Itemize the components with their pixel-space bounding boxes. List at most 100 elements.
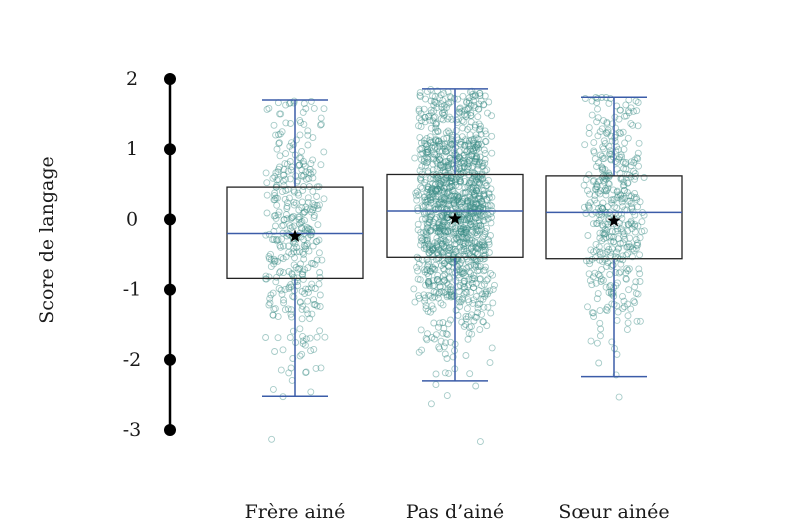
- data-point: [616, 153, 624, 161]
- data-point: [609, 196, 617, 204]
- data-point: [474, 105, 482, 113]
- data-point: [469, 186, 477, 194]
- data-point: [482, 205, 490, 213]
- data-point: [268, 435, 276, 443]
- data-point: [462, 113, 470, 120]
- data-point: [290, 201, 298, 209]
- data-point: [615, 155, 623, 163]
- data-point: [439, 319, 447, 326]
- data-point: [437, 230, 444, 238]
- data-point: [305, 169, 313, 176]
- data-point: [302, 203, 310, 211]
- data-point: [309, 156, 317, 164]
- data-point: [456, 268, 464, 276]
- data-point: [288, 214, 296, 222]
- data-point: [595, 271, 602, 279]
- data-point: [436, 213, 444, 220]
- data-point: [433, 275, 441, 283]
- data-point: [635, 162, 642, 170]
- data-point: [488, 132, 496, 140]
- data-point: [269, 311, 277, 319]
- data-point: [636, 234, 644, 242]
- data-point: [270, 227, 278, 235]
- data-point: [465, 160, 473, 168]
- data-point: [449, 196, 457, 204]
- data-point: [458, 164, 466, 172]
- data-point: [434, 271, 442, 279]
- data-point: [273, 194, 281, 202]
- y-ticks: 210-1-2-3: [123, 68, 176, 441]
- data-point: [279, 269, 287, 277]
- data-point: [484, 275, 492, 283]
- data-point: [488, 344, 496, 352]
- data-point: [456, 260, 463, 268]
- data-point: [446, 179, 454, 187]
- data-point: [452, 227, 460, 235]
- data-point: [300, 160, 308, 168]
- data-point: [617, 225, 625, 233]
- data-point: [424, 146, 432, 154]
- data-point: [420, 105, 428, 113]
- data-point: [300, 242, 308, 249]
- data-point: [417, 156, 425, 163]
- data-point: [612, 253, 620, 261]
- data-point: [631, 189, 639, 197]
- data-point: [438, 248, 446, 256]
- data-point: [465, 268, 473, 276]
- data-point: [450, 255, 457, 263]
- data-point: [464, 335, 472, 343]
- data-point: [476, 262, 484, 270]
- data-point: [470, 284, 478, 292]
- data-point: [596, 234, 604, 242]
- data-point: [427, 187, 435, 194]
- data-point: [422, 215, 430, 223]
- data-point: [296, 298, 304, 306]
- data-point: [487, 219, 495, 227]
- data-point: [417, 183, 425, 191]
- data-point: [474, 309, 482, 316]
- data-point: [591, 196, 599, 204]
- data-point: [431, 143, 439, 151]
- data-point: [290, 248, 298, 256]
- data-point: [288, 271, 296, 278]
- data-point: [603, 130, 611, 138]
- data-point: [438, 249, 446, 257]
- data-point: [426, 216, 434, 224]
- data-point: [421, 236, 429, 244]
- data-point: [290, 244, 298, 252]
- data-point: [421, 118, 429, 126]
- data-point: [460, 111, 468, 118]
- data-point: [481, 230, 489, 238]
- data-point: [626, 197, 634, 205]
- data-point: [437, 181, 445, 189]
- data-point: [286, 334, 294, 341]
- data-point: [449, 187, 457, 195]
- data-point: [420, 155, 428, 163]
- data-point: [474, 161, 482, 169]
- data-point: [267, 291, 275, 299]
- data-point: [440, 135, 448, 143]
- data-point: [431, 98, 439, 106]
- data-point: [608, 245, 616, 253]
- data-point: [440, 184, 448, 192]
- data-point: [292, 172, 300, 180]
- data-point: [302, 285, 310, 293]
- data-point: [444, 115, 452, 123]
- data-point: [603, 187, 611, 194]
- data-point: [472, 244, 480, 252]
- data-point: [605, 171, 613, 179]
- data-point: [588, 111, 596, 119]
- data-point: [485, 98, 493, 106]
- data-point: [465, 171, 473, 179]
- data-point: [456, 282, 464, 289]
- data-point: [456, 165, 463, 173]
- data-point: [467, 261, 475, 269]
- data-point: [452, 193, 460, 201]
- data-point: [432, 137, 440, 145]
- data-point: [459, 294, 467, 302]
- data-point: [458, 268, 466, 276]
- data-point: [436, 225, 444, 233]
- data-point: [582, 210, 590, 217]
- data-point: [457, 198, 465, 206]
- data-point: [280, 166, 288, 174]
